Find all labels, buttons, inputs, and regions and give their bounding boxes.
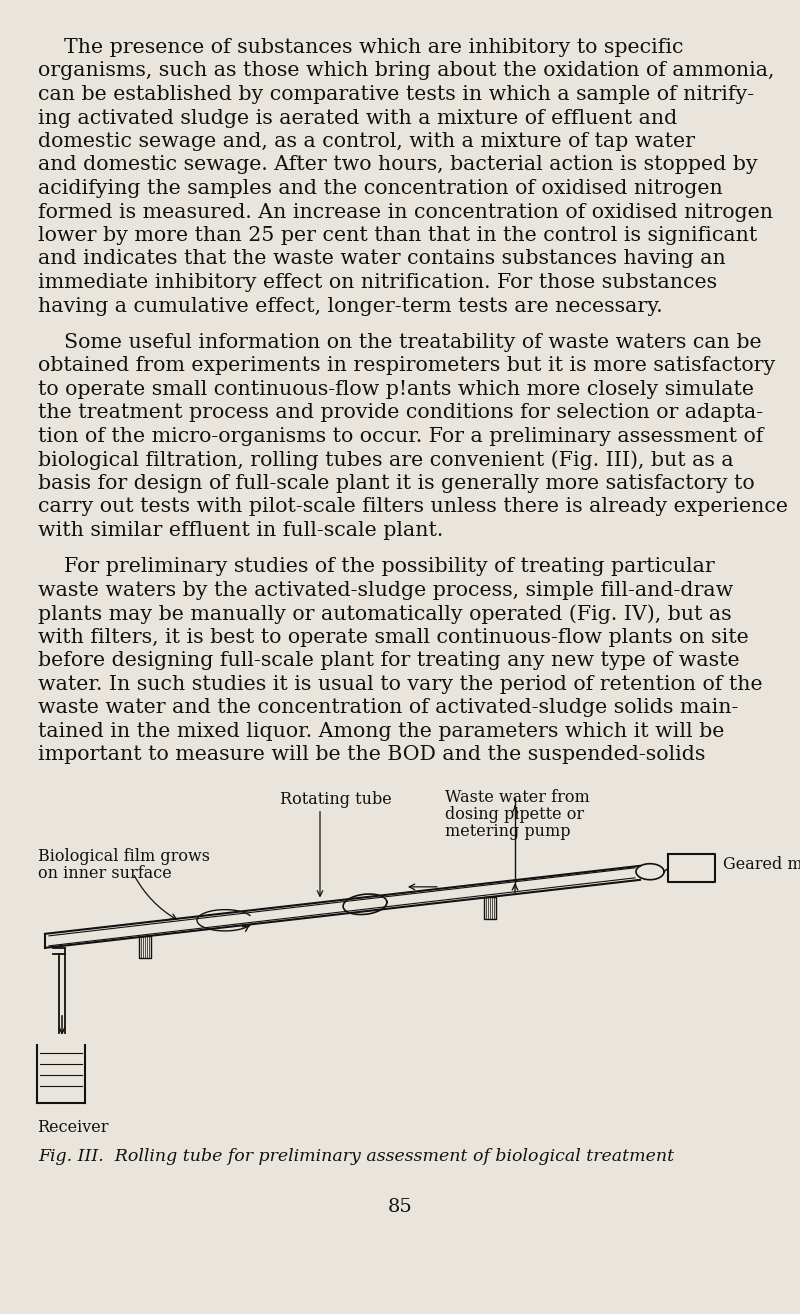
Text: Fig. III.  Rolling tube for preliminary assessment of biological treatment: Fig. III. Rolling tube for preliminary a… [38,1148,674,1164]
Text: before designing full-scale plant for treating any new type of waste: before designing full-scale plant for tr… [38,652,740,670]
Text: The presence of substances which are inhibitory to specific: The presence of substances which are inh… [38,38,683,57]
Text: ing activated sludge is aerated with a mixture of effluent and: ing activated sludge is aerated with a m… [38,109,678,127]
Text: Geared motor: Geared motor [723,855,800,872]
Text: waste water and the concentration of activated-sludge solids main-: waste water and the concentration of act… [38,698,738,717]
Text: Receiver: Receiver [37,1118,109,1135]
Text: the treatment process and provide conditions for selection or adapta-: the treatment process and provide condit… [38,403,763,422]
Text: with similar effluent in full-scale plant.: with similar effluent in full-scale plan… [38,520,443,540]
Text: important to measure will be the BOD and the suspended-solids: important to measure will be the BOD and… [38,745,706,765]
Text: formed is measured. An increase in concentration of oxidised nitrogen: formed is measured. An increase in conce… [38,202,773,222]
Text: lower by more than 25 per cent than that in the control is significant: lower by more than 25 per cent than that… [38,226,758,244]
Text: Rotating tube: Rotating tube [280,791,392,808]
Text: metering pump: metering pump [445,824,570,841]
Text: 85: 85 [388,1198,412,1215]
Text: plants may be manually or automatically operated (Fig. IV), but as: plants may be manually or automatically … [38,604,732,624]
Text: basis for design of full-scale plant it is generally more satisfactory to: basis for design of full-scale plant it … [38,474,754,493]
Text: organisms, such as those which bring about the oxidation of ammonia,: organisms, such as those which bring abo… [38,62,774,80]
Text: tion of the micro-organisms to occur. For a preliminary assessment of: tion of the micro-organisms to occur. Fo… [38,427,763,445]
Text: and domestic sewage. After two hours, bacterial action is stopped by: and domestic sewage. After two hours, ba… [38,155,758,175]
Text: waste waters by the activated-sludge process, simple fill-and-draw: waste waters by the activated-sludge pro… [38,581,734,600]
Text: carry out tests with pilot-scale filters unless there is already experience: carry out tests with pilot-scale filters… [38,498,788,516]
Text: For preliminary studies of the possibility of treating particular: For preliminary studies of the possibili… [38,557,714,577]
Text: immediate inhibitory effect on nitrification. For those substances: immediate inhibitory effect on nitrifica… [38,273,717,292]
Text: acidifying the samples and the concentration of oxidised nitrogen: acidifying the samples and the concentra… [38,179,722,198]
Text: having a cumulative effect, longer-term tests are necessary.: having a cumulative effect, longer-term … [38,297,662,315]
Text: can be established by comparative tests in which a sample of nitrify-: can be established by comparative tests … [38,85,754,104]
Text: with filters, it is best to operate small continuous-flow plants on site: with filters, it is best to operate smal… [38,628,749,646]
Text: tained in the mixed liquor. Among the parameters which it will be: tained in the mixed liquor. Among the pa… [38,721,724,741]
Text: Some useful information on the treatability of waste waters can be: Some useful information on the treatabil… [38,332,762,352]
Text: biological filtration, rolling tubes are convenient (Fig. III), but as a: biological filtration, rolling tubes are… [38,451,734,470]
Text: domestic sewage and, as a control, with a mixture of tap water: domestic sewage and, as a control, with … [38,131,695,151]
Text: obtained from experiments in respirometers but it is more satisfactory: obtained from experiments in respiromete… [38,356,775,376]
Text: Biological film grows: Biological film grows [38,848,210,865]
Text: water. In such studies it is usual to vary the period of retention of the: water. In such studies it is usual to va… [38,675,762,694]
Text: dosing pipette or: dosing pipette or [445,805,584,823]
Text: to operate small continuous-flow p!ants which more closely simulate: to operate small continuous-flow p!ants … [38,380,754,399]
Text: Waste water from: Waste water from [445,788,590,805]
Text: on inner surface: on inner surface [38,865,172,882]
Text: and indicates that the waste water contains substances having an: and indicates that the waste water conta… [38,250,726,268]
